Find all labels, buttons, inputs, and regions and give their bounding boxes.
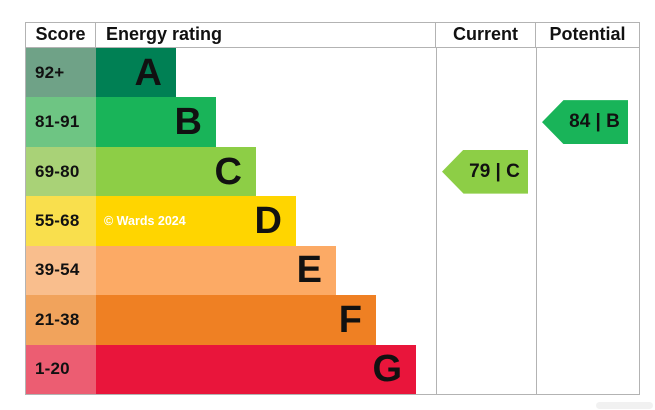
rating-area: B — [96, 97, 436, 147]
header-current: Current — [436, 23, 536, 47]
score-cell: 81-91 — [26, 97, 96, 147]
rating-area: © Wards 2024 D — [96, 196, 436, 246]
current-cell — [436, 97, 536, 147]
rating-area: E — [96, 245, 436, 296]
grade-letter: E — [296, 249, 322, 292]
band-row-e: 39-54 E — [26, 245, 639, 296]
rating-area: G — [96, 344, 436, 394]
rating-bar: A — [96, 48, 176, 98]
current-cell — [436, 48, 536, 98]
rating-area: C — [96, 146, 436, 197]
header-energy-rating: Energy rating — [96, 23, 436, 47]
potential-cell — [536, 48, 639, 98]
grade-letter: B — [174, 101, 202, 144]
band-row-f: 21-38 F — [26, 295, 639, 345]
current-cell — [436, 245, 536, 296]
header-potential: Potential — [549, 24, 626, 44]
score-cell: 39-54 — [26, 245, 96, 296]
potential-cell — [536, 245, 639, 296]
score-cell: 1-20 — [26, 344, 96, 394]
score-cell: 92+ — [26, 48, 96, 98]
potential-cell — [536, 344, 639, 394]
grade-letter: D — [254, 199, 282, 242]
horizontal-scrollbar-thumb[interactable] — [596, 402, 653, 409]
grade-letter: A — [134, 51, 162, 94]
band-row-b: 81-91 B — [26, 97, 639, 147]
rating-bar: B — [96, 97, 216, 147]
score-cell: 21-38 — [26, 295, 96, 345]
potential-cell — [536, 295, 639, 345]
band-row-d: 55-68 © Wards 2024 D — [26, 196, 639, 246]
rating-bar: F — [96, 295, 376, 345]
header-score: Score — [26, 23, 96, 47]
rating-area: F — [96, 295, 436, 345]
current-cell — [436, 295, 536, 345]
epc-body: 92+ A 81-91 B — [26, 48, 639, 394]
wards-watermark: © Wards 2024 — [104, 213, 186, 228]
grade-letter: C — [214, 150, 242, 193]
potential-cell — [536, 146, 639, 197]
rating-bar: © Wards 2024 D — [96, 196, 296, 246]
epc-table: Score Energy rating Current Potential 92… — [25, 22, 640, 395]
band-row-a: 92+ A — [26, 48, 639, 98]
rating-area: A — [96, 48, 436, 98]
score-cell: 69-80 — [26, 146, 96, 197]
band-row-c: 69-80 C — [26, 146, 639, 197]
epc-header-row: Score Energy rating Current Potential — [26, 23, 639, 48]
rating-bar: G — [96, 344, 416, 394]
band-row-g: 1-20 G — [26, 344, 639, 394]
grade-letter: F — [338, 298, 362, 341]
rating-bar: C — [96, 146, 256, 197]
current-rating-arrow: 79 | C — [442, 149, 528, 194]
rating-bar: E — [96, 245, 336, 296]
grade-letter: G — [372, 348, 402, 391]
current-cell — [436, 344, 536, 394]
potential-cell — [536, 97, 639, 147]
score-cell: 55-68 — [26, 196, 96, 246]
current-cell — [436, 196, 536, 246]
current-cell — [436, 146, 536, 197]
potential-cell — [536, 196, 639, 246]
